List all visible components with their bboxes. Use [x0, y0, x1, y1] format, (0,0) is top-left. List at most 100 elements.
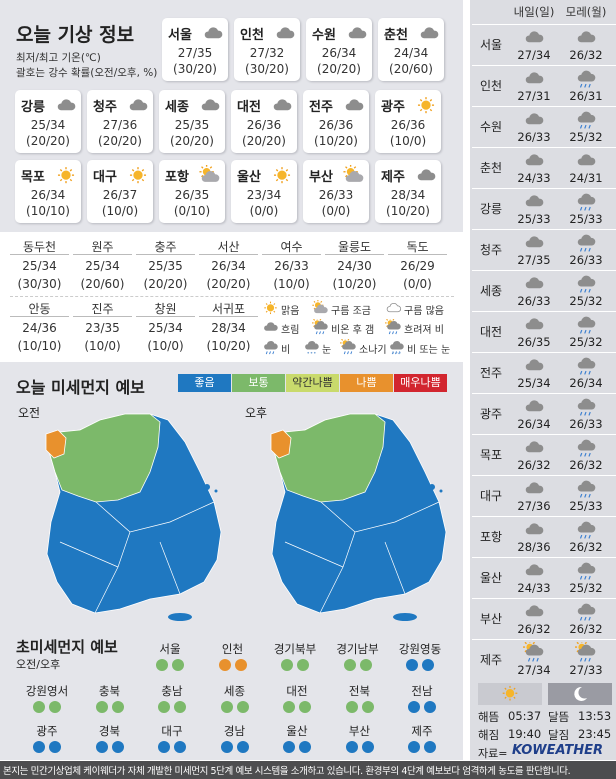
forecast-city: 전주	[479, 366, 503, 380]
city-temp: 26/34	[30, 188, 66, 202]
cloud	[342, 341, 356, 350]
astro-label: 해짐	[478, 728, 500, 742]
sun-ray	[504, 687, 507, 690]
city-card	[378, 18, 444, 81]
forecast-row	[472, 598, 616, 639]
rain	[392, 331, 394, 335]
table-divider	[10, 296, 454, 297]
rain	[588, 370, 591, 375]
moon-icon	[574, 686, 587, 701]
forecast-row	[472, 434, 616, 475]
city-rain: (10/20)	[314, 134, 358, 148]
cloud	[417, 169, 436, 181]
sun	[133, 170, 143, 180]
rain	[584, 83, 587, 88]
forecast-row	[472, 147, 616, 188]
region-name: 충북	[98, 684, 121, 698]
snow	[307, 351, 310, 354]
snow	[313, 351, 316, 354]
region-name: 제주	[411, 724, 433, 738]
dust-dot	[218, 659, 231, 671]
region-name: 전남	[411, 684, 433, 698]
cloud	[577, 275, 596, 287]
rain	[579, 247, 583, 252]
sun-ray	[69, 178, 73, 182]
sun-ray	[131, 168, 135, 172]
city-temp: 27/36	[102, 118, 138, 132]
city-temp: 25/35	[174, 118, 210, 132]
city-temp: 26/36	[246, 118, 282, 132]
sun-ray	[392, 319, 395, 321]
rain	[272, 351, 275, 355]
rain	[584, 329, 587, 334]
table-city: 서귀포	[199, 300, 258, 317]
cloud	[577, 398, 596, 410]
region-name: 경기북부	[273, 642, 317, 656]
city-temp: 28/34	[390, 188, 426, 202]
day-header: 모레(월)	[565, 5, 607, 19]
dust-dot	[345, 741, 358, 753]
weather-icon	[525, 523, 544, 535]
sun-ray	[345, 166, 348, 169]
weather-icon	[273, 167, 291, 184]
dust-dot	[406, 659, 418, 671]
forecast-temp: 25/33	[569, 212, 603, 226]
sun-ray	[584, 642, 588, 645]
city-name: 청주	[93, 100, 117, 115]
rain	[265, 351, 268, 355]
astro-time: 13:53	[578, 709, 612, 723]
cloud	[525, 113, 544, 125]
sun-ray	[386, 319, 389, 321]
cloud	[201, 171, 220, 182]
forecast-city: 강릉	[479, 202, 503, 216]
table-city: 진주	[73, 300, 132, 317]
city-rain: (20/20)	[317, 62, 361, 76]
rain	[532, 657, 535, 662]
sun	[421, 100, 431, 110]
region-name: 광주	[36, 724, 58, 738]
weather-icon	[199, 165, 220, 182]
snow	[395, 351, 398, 354]
dust-dot	[156, 659, 168, 671]
rain	[588, 452, 591, 457]
weather-icon	[577, 193, 596, 211]
city-name: 세종	[165, 100, 189, 115]
forecast-city: 제주	[479, 653, 503, 667]
sun-ray	[320, 300, 323, 303]
region-name: 서울	[159, 642, 181, 656]
weather-icon	[390, 341, 404, 355]
sun-ray	[59, 168, 63, 172]
city-rain: (10/20)	[386, 204, 430, 218]
weather-icon	[525, 359, 544, 371]
city-name: 춘천	[384, 28, 408, 43]
rain	[527, 657, 531, 662]
sun-ray	[141, 178, 145, 182]
rain	[579, 329, 583, 334]
map-pm	[270, 413, 447, 622]
cloud	[204, 27, 223, 39]
rain	[584, 534, 587, 539]
city-temp: 26/36	[390, 118, 426, 132]
table-temp: 25/34	[22, 259, 57, 273]
forecast-city: 청주	[479, 243, 503, 257]
rain	[579, 493, 583, 498]
forecast-temp: 26/32	[517, 458, 551, 472]
footer-bar	[0, 761, 616, 779]
forecast-temp: 27/36	[517, 499, 551, 513]
region-name: 강원영서	[25, 684, 69, 698]
forecast-city: 대전	[479, 325, 503, 339]
forecast-temp: 27/34	[517, 663, 551, 677]
dust-dot	[95, 701, 108, 713]
weather-icon	[525, 195, 544, 207]
region-name: 경남	[223, 724, 246, 738]
weather-icon	[577, 480, 596, 498]
rain	[579, 411, 583, 416]
city-rain: (0/10)	[173, 204, 211, 218]
dust-dot	[236, 741, 249, 753]
dust-dot	[424, 741, 436, 753]
snow	[398, 351, 401, 354]
cloud	[345, 99, 364, 111]
region-name: 대전	[286, 684, 308, 698]
table-rain: (10/10)	[17, 339, 62, 353]
weather-icon	[129, 167, 147, 184]
